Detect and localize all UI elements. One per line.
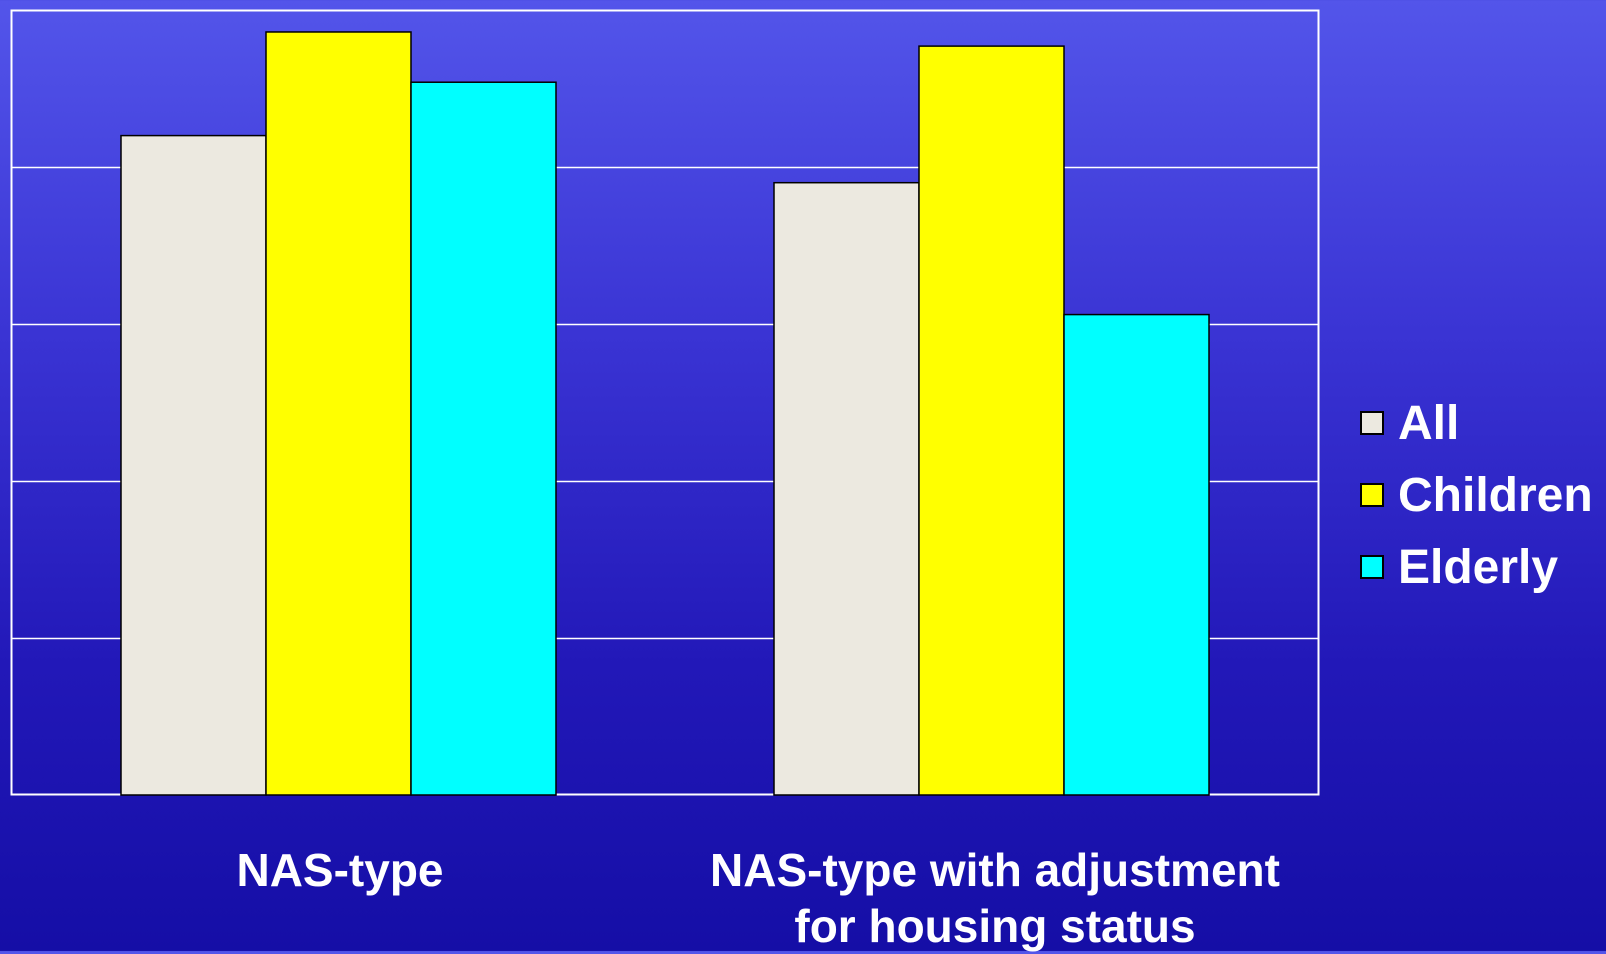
legend-swatch-all	[1360, 411, 1384, 435]
legend-item-children: Children	[1360, 459, 1593, 531]
legend-label-all: All	[1398, 396, 1460, 450]
bar-all-1	[120, 134, 267, 796]
legend-label-children: Children	[1398, 468, 1593, 522]
bar-elderly-2	[1063, 313, 1210, 796]
legend-item-elderly: Elderly	[1360, 531, 1593, 603]
legend-item-all: All	[1360, 387, 1593, 459]
category-label-nas-type-housing: NAS-type with adjustment for housing sta…	[710, 844, 1280, 952]
bar-all-2	[773, 181, 920, 796]
bar-children-2	[918, 45, 1065, 796]
legend-label-elderly: Elderly	[1398, 540, 1559, 594]
category-label-nas-type: NAS-type	[236, 844, 444, 896]
plot-area-border	[10, 9, 1320, 796]
legend-swatch-elderly	[1360, 555, 1384, 579]
bar-children-1	[265, 31, 412, 796]
bars	[120, 31, 1210, 796]
bar-elderly-1	[410, 81, 557, 796]
legend: All Children Elderly	[1360, 387, 1593, 603]
legend-swatch-children	[1360, 483, 1384, 507]
